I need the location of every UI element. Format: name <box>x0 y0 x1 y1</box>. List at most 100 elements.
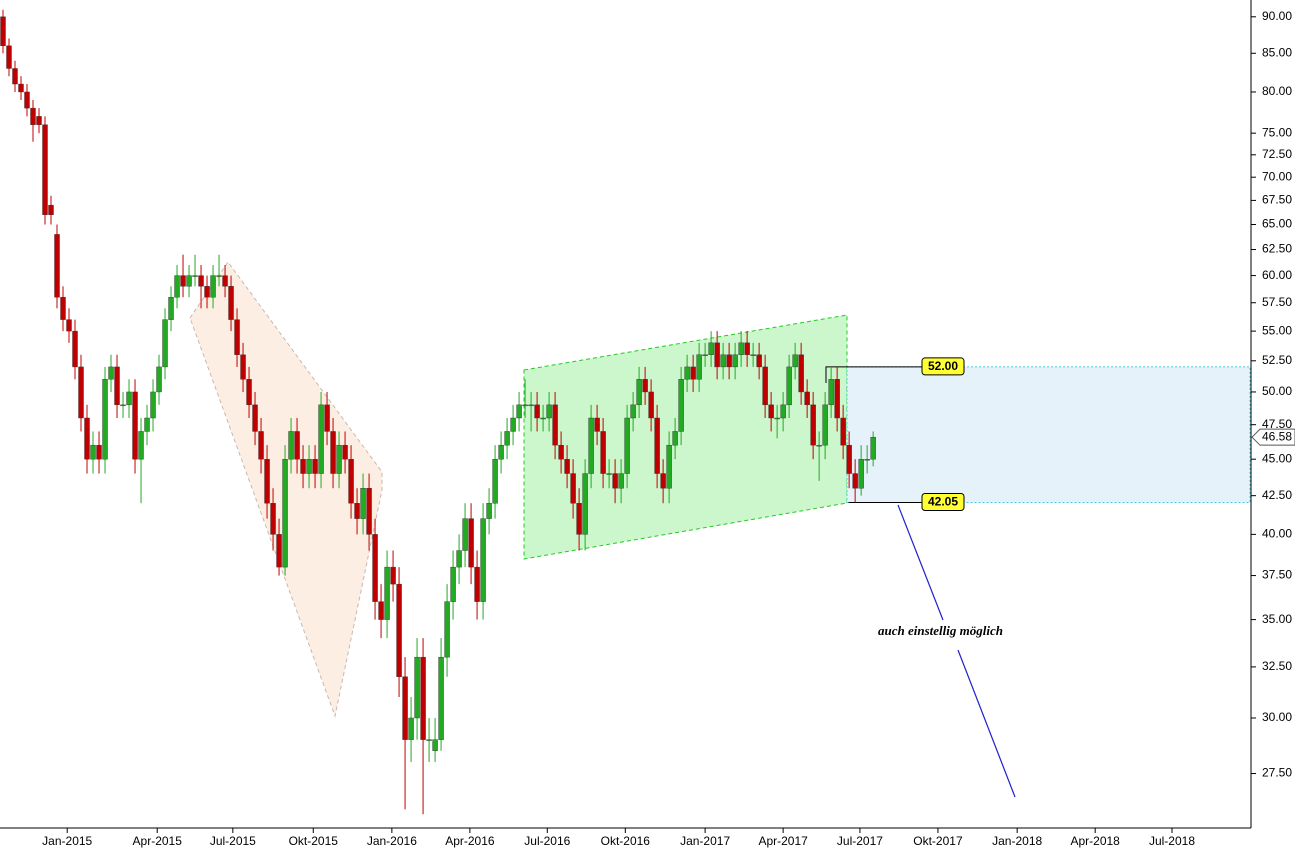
candle-body <box>678 379 684 432</box>
candle-body <box>30 107 36 125</box>
candle-body <box>342 444 348 460</box>
candle-body <box>102 379 108 460</box>
candle-body <box>234 319 240 355</box>
candle-body <box>522 404 528 407</box>
x-tick-label: Apr-2016 <box>445 834 495 848</box>
candle-body <box>276 534 282 568</box>
x-tick-label: Jan-2018 <box>992 834 1042 848</box>
candle-body <box>258 431 264 460</box>
last-price-label: 46.58 <box>1262 429 1292 443</box>
candle-body <box>156 366 162 393</box>
candle-body <box>534 404 540 419</box>
candle-body <box>468 518 474 568</box>
level-box <box>921 492 965 511</box>
candle-body <box>132 391 138 460</box>
candle-body <box>426 739 432 741</box>
candle-body <box>738 342 744 355</box>
x-tick-label: Okt-2016 <box>601 834 651 848</box>
candle-body <box>114 366 120 406</box>
candle-body <box>870 436 876 460</box>
candle-body <box>726 354 732 368</box>
y-tick-label: 55.00 <box>1262 323 1292 337</box>
x-tick-label: Jan-2016 <box>367 834 417 848</box>
candle-body <box>504 431 510 446</box>
candle-body <box>780 404 786 419</box>
candle-body <box>750 354 756 356</box>
candle-body <box>714 342 720 368</box>
overlay-layer <box>846 366 1251 503</box>
candle-body <box>816 444 822 447</box>
candle-body <box>78 366 84 419</box>
candle-body <box>636 379 642 406</box>
candle-body <box>228 286 234 320</box>
y-tick-label: 80.00 <box>1262 84 1292 98</box>
candle-body <box>24 91 30 109</box>
candle-body <box>84 417 90 460</box>
candle-body <box>588 417 594 474</box>
candle-body <box>264 458 270 504</box>
y-tick-label: 37.50 <box>1262 568 1292 582</box>
candle-body <box>768 404 774 419</box>
candle-body <box>606 473 612 475</box>
candle-body <box>630 404 636 419</box>
candle-body <box>192 275 198 277</box>
candle-body <box>414 656 420 719</box>
x-tick-label: Jul-2015 <box>210 834 256 848</box>
x-tick-label: Okt-2015 <box>289 834 339 848</box>
y-tick-label: 65.00 <box>1262 217 1292 231</box>
candle-body <box>618 473 624 489</box>
level-box <box>921 357 965 376</box>
candle-body <box>246 379 252 406</box>
y-tick-label: 90.00 <box>1262 9 1292 23</box>
candle-body <box>822 404 828 446</box>
candle-body <box>516 404 522 419</box>
level-label: 52.00 <box>928 359 958 373</box>
candle-body <box>660 473 666 489</box>
candle-body <box>480 518 486 602</box>
candle-body <box>732 354 738 368</box>
candle-body <box>372 534 378 602</box>
candle-body <box>396 583 402 677</box>
target-zone <box>846 366 1251 503</box>
candle-body <box>666 444 672 489</box>
candle-body <box>366 488 372 535</box>
candle-body <box>744 342 750 355</box>
candle-body <box>12 68 18 85</box>
candle-body <box>120 404 126 407</box>
candle-body <box>42 124 48 215</box>
candle-body <box>0 16 6 47</box>
candle-body <box>240 354 246 380</box>
candle-body <box>270 503 276 535</box>
candle-body <box>774 417 780 420</box>
candle-body <box>708 342 714 355</box>
y-tick-label: 75.00 <box>1262 125 1292 139</box>
candle-body <box>552 404 558 446</box>
candle-body <box>546 404 552 419</box>
candle-body <box>222 275 228 287</box>
level-connector <box>825 366 922 383</box>
y-tick-label: 40.00 <box>1262 527 1292 541</box>
candle-body <box>672 431 678 446</box>
candle-body <box>420 656 426 740</box>
level-connector <box>848 501 922 503</box>
x-tick-label: Jul-2017 <box>837 834 883 848</box>
candle-body <box>390 566 396 585</box>
candle-body <box>294 431 300 460</box>
y-tick-label: 35.00 <box>1262 612 1292 626</box>
y-tick-label: 70.00 <box>1262 169 1292 183</box>
candle-body <box>6 45 12 69</box>
candle-body <box>252 404 258 432</box>
candle-body <box>198 275 204 287</box>
candle-body <box>48 204 54 215</box>
y-tick-label: 52.50 <box>1262 353 1292 367</box>
projection-line <box>897 504 944 621</box>
candle-body <box>492 458 498 504</box>
y-tick-label: 50.00 <box>1262 384 1292 398</box>
candle-body <box>186 275 192 287</box>
candle-body <box>654 417 660 474</box>
y-tick-label: 62.50 <box>1262 242 1292 256</box>
candle-body <box>456 550 462 568</box>
last-price-marker <box>1251 428 1295 446</box>
